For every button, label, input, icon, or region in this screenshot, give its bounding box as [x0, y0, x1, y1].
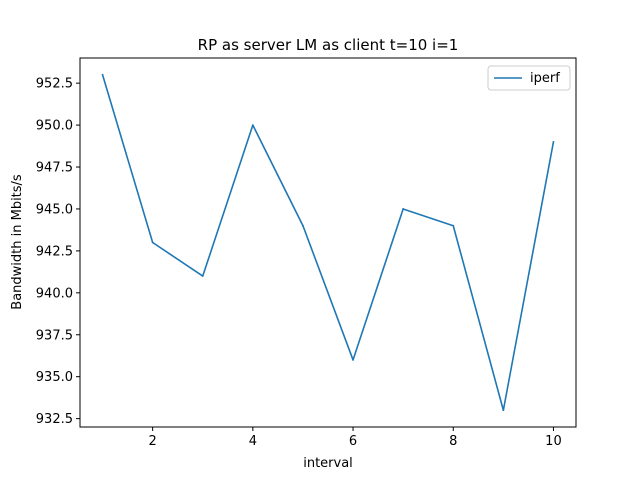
data-point [101, 73, 104, 76]
y-tick-label: 947.5 [36, 161, 73, 176]
plot-frame [79, 57, 577, 428]
data-point [201, 275, 204, 277]
data-point [552, 140, 555, 143]
y-tick-label: 940.0 [36, 286, 73, 301]
data-point [151, 241, 154, 244]
y-axis-title: Bandwidth in Mbits/s [10, 174, 25, 310]
legend: iperf [487, 65, 571, 91]
y-tick-label: 935.0 [36, 370, 73, 385]
y-tick-label: 942.5 [36, 244, 73, 259]
data-point [452, 224, 455, 227]
x-tick-label: 4 [249, 434, 257, 449]
y-tick-label: 937.5 [36, 328, 73, 343]
x-tick-label: 8 [449, 434, 457, 449]
data-point [352, 359, 354, 361]
series-line-iperf [101, 74, 555, 412]
chart-title: RP as server LM as client t=10 i=1 [198, 36, 459, 54]
x-axis: 2 4 6 8 10 [149, 427, 562, 449]
legend-box [487, 65, 571, 91]
series-lines [101, 73, 555, 412]
y-tick-label: 952.5 [36, 77, 73, 92]
y-tick-label: 950.0 [36, 119, 73, 134]
legend-label-iperf: iperf [530, 71, 560, 86]
data-point [402, 208, 405, 210]
data-point [302, 224, 304, 227]
data-point [251, 124, 254, 126]
y-tick-label: 945.0 [36, 202, 73, 217]
y-tick-label: 932.5 [36, 412, 73, 427]
x-tick-label: 6 [349, 434, 357, 449]
x-tick-label: 10 [545, 434, 562, 449]
y-axis: 932.5 935.0 937.5 940.0 942.5 945.0 947.5 950.0… [36, 77, 80, 427]
data-point [502, 409, 505, 412]
x-tick-label: 2 [149, 434, 157, 449]
x-axis-title: interval [303, 456, 353, 471]
